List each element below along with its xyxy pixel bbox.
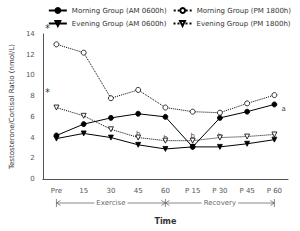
svg-text:*: * (45, 87, 50, 98)
svg-text:*: * (45, 23, 50, 34)
svg-text:b: b (218, 132, 223, 140)
svg-text:P 45: P 45 (239, 187, 254, 195)
svg-text:0: 0 (30, 175, 34, 183)
svg-text:8: 8 (30, 92, 34, 100)
svg-text:6: 6 (30, 113, 35, 121)
svg-text:30: 30 (106, 187, 115, 195)
svg-text:Testosterone/Cortisol Ratio (n: Testosterone/Cortisol Ratio (nmol/L) (8, 44, 16, 170)
svg-text:10: 10 (26, 71, 35, 79)
svg-text:4: 4 (30, 134, 35, 142)
svg-text:Time: Time (154, 217, 177, 226)
svg-text:15: 15 (79, 187, 88, 195)
svg-text:Evening Group (PM 1800h): Evening Group (PM 1800h) (196, 20, 290, 28)
svg-text:P 60: P 60 (267, 187, 282, 195)
svg-text:b: b (135, 129, 141, 138)
svg-text:Morning Group (AM 0600h): Morning Group (AM 0600h) (72, 7, 167, 15)
svg-text:Exercise: Exercise (96, 199, 125, 207)
svg-text:Recovery: Recovery (204, 199, 236, 207)
svg-text:b: b (190, 131, 195, 140)
svg-text:12: 12 (26, 51, 35, 59)
svg-text:a: a (281, 105, 285, 113)
svg-text:2: 2 (30, 154, 34, 162)
svg-text:14: 14 (26, 30, 35, 38)
svg-text:P 15: P 15 (185, 187, 200, 195)
svg-text:60: 60 (161, 187, 170, 195)
svg-text:P 30: P 30 (212, 187, 227, 195)
svg-text:45: 45 (134, 187, 143, 195)
svg-text:Morning Group (PM 1800h): Morning Group (PM 1800h) (197, 7, 292, 15)
svg-text:Evening Group (AM 0600h): Evening Group (AM 0600h) (72, 20, 167, 28)
svg-text:Pre: Pre (51, 187, 62, 195)
